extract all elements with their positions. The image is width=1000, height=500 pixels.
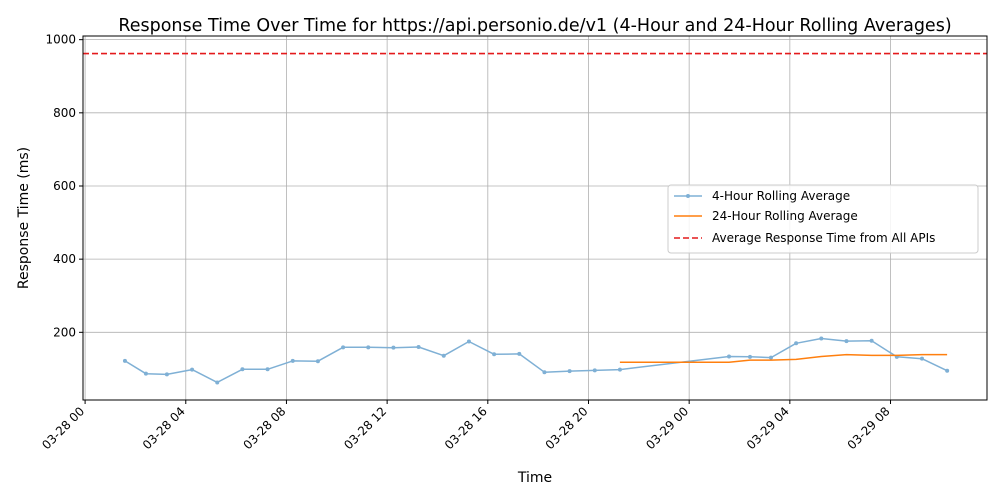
series-line-24h	[619, 353, 948, 364]
data-point-4h	[945, 368, 950, 373]
y-axis-label: Response Time (ms)	[16, 147, 32, 289]
y-tick-label: 800	[53, 106, 76, 120]
data-point-4h	[617, 367, 622, 372]
y-tick-label: 400	[53, 252, 76, 266]
data-point-4h	[727, 354, 732, 359]
data-point-4h	[768, 355, 773, 360]
data-point-4h	[567, 369, 572, 374]
data-point-4h	[265, 367, 270, 372]
data-point-4h	[290, 358, 295, 363]
series-layer	[83, 52, 987, 385]
data-point-4h	[492, 352, 497, 357]
y-tick-label: 200	[53, 325, 76, 339]
legend: 4-Hour Rolling Average 24-Hour Rolling A…	[667, 184, 979, 254]
legend-label-4h: 4-Hour Rolling Average	[712, 189, 850, 203]
data-point-4h	[844, 339, 849, 344]
data-point-4h	[416, 344, 421, 349]
y-axis: 200 400 600 800 1000	[45, 33, 83, 339]
data-point-4h	[869, 338, 874, 343]
plot-frame	[82, 35, 988, 401]
data-point-4h	[164, 372, 169, 377]
data-point-4h	[341, 345, 346, 350]
data-point-4h	[819, 336, 824, 341]
legend-label-24h: 24-Hour Rolling Average	[712, 209, 858, 223]
data-point-4h	[441, 353, 446, 358]
data-point-4h	[315, 359, 320, 364]
data-point-4h	[919, 356, 924, 361]
chart-title: Response Time Over Time for https://api.…	[118, 16, 951, 36]
data-point-4h	[592, 368, 597, 373]
data-point-4h	[143, 371, 148, 376]
data-point-4h	[240, 367, 245, 372]
data-point-4h	[190, 367, 195, 372]
data-point-4h	[122, 358, 127, 363]
data-point-4h	[391, 345, 396, 350]
data-point-4h	[366, 345, 371, 350]
data-point-4h	[542, 370, 547, 375]
y-tick-label: 1000	[45, 33, 76, 47]
legend-box	[667, 184, 979, 254]
data-point-4h	[794, 341, 799, 346]
data-point-4h	[215, 380, 220, 385]
grid	[83, 36, 987, 400]
data-point-4h	[517, 351, 522, 356]
data-point-4h	[466, 339, 471, 344]
legend-label-reference: Average Response Time from All APIs	[712, 231, 935, 245]
legend-marker-4h	[686, 194, 690, 198]
y-tick-label: 600	[53, 179, 76, 193]
data-point-4h	[747, 354, 752, 359]
x-axis-label: Time	[517, 470, 552, 486]
